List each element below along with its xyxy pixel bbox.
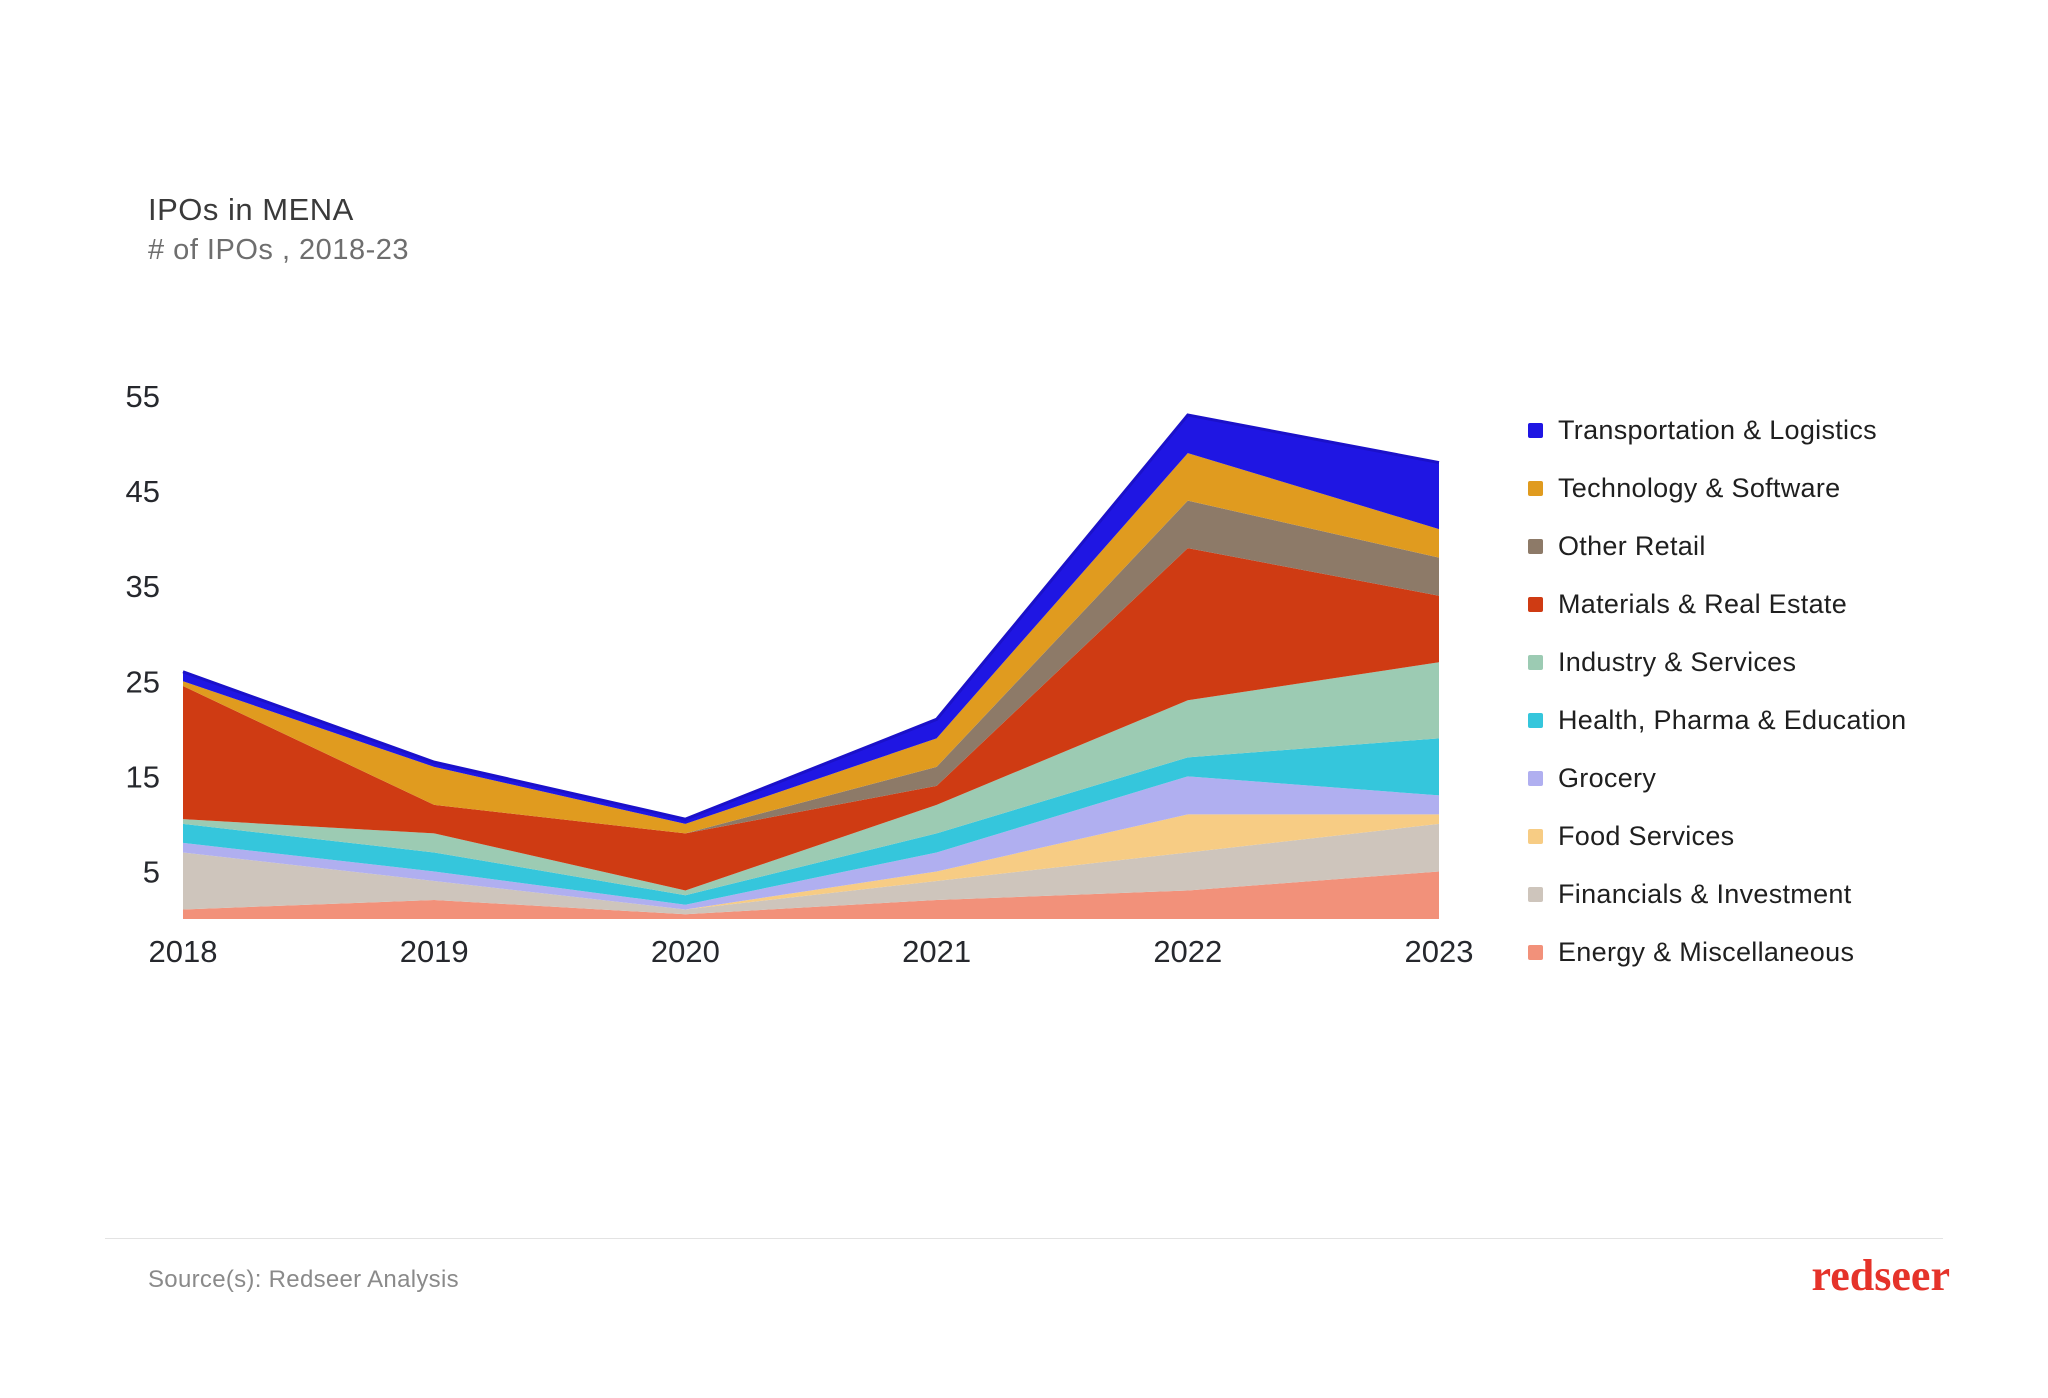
y-tick-label: 5 bbox=[143, 854, 160, 889]
legend-item: Financials & Investment bbox=[1528, 865, 1907, 923]
chart-legend: Transportation & Logistics Technology & S… bbox=[1528, 401, 1907, 981]
legend-item: Health, Pharma & Education bbox=[1528, 691, 1907, 749]
legend-item: Energy & Miscellaneous bbox=[1528, 923, 1907, 981]
x-axis-label: 2021 bbox=[902, 934, 971, 969]
chart-subtitle: # of IPOs , 2018-23 bbox=[148, 234, 409, 266]
legend-item: Food Services bbox=[1528, 807, 1907, 865]
area-band-financials-investment bbox=[183, 823, 1439, 915]
legend-label: Industry & Services bbox=[1558, 646, 1797, 677]
legend-label: Technology & Software bbox=[1558, 472, 1841, 503]
legend-label: Energy & Miscellaneous bbox=[1558, 936, 1855, 967]
legend-label: Other Retail bbox=[1558, 530, 1706, 561]
legend-label: Health, Pharma & Education bbox=[1558, 704, 1907, 735]
x-axis-label: 2018 bbox=[149, 934, 218, 969]
legend-swatch-icon bbox=[1528, 944, 1543, 960]
y-tick-label: 25 bbox=[126, 664, 160, 699]
source-text: Source(s): Redseer Analysis bbox=[148, 1266, 459, 1293]
legend-swatch-icon bbox=[1528, 480, 1543, 496]
legend-item: Materials & Real Estate bbox=[1528, 575, 1907, 633]
area-band-industry-services bbox=[183, 662, 1439, 896]
legend-swatch-icon bbox=[1528, 538, 1543, 554]
area-band-grocery bbox=[183, 776, 1439, 910]
legend-label: Grocery bbox=[1558, 762, 1657, 793]
x-axis-label: 2022 bbox=[1153, 934, 1222, 969]
stack-top-line bbox=[182, 413, 1440, 821]
area-band-technology-software bbox=[183, 453, 1439, 834]
legend-item: Industry & Services bbox=[1528, 633, 1907, 691]
area-band-energy-miscellaneous bbox=[183, 871, 1439, 919]
legend-item: Transportation & Logistics bbox=[1528, 401, 1907, 459]
legend-swatch-icon bbox=[1528, 770, 1543, 786]
legend-label: Food Services bbox=[1558, 820, 1735, 851]
legend-swatch-icon bbox=[1528, 828, 1543, 844]
chart-title: IPOs in MENA bbox=[148, 192, 354, 227]
x-axis-label: 2020 bbox=[651, 934, 720, 969]
area-band-materials-real-estate bbox=[183, 548, 1439, 891]
footer-divider bbox=[105, 1238, 1943, 1239]
legend-swatch-icon bbox=[1528, 712, 1543, 728]
y-tick-label: 45 bbox=[126, 474, 160, 509]
legend-swatch-icon bbox=[1528, 654, 1543, 670]
redseer-logo: redseer bbox=[1811, 1251, 1950, 1300]
legend-item: Grocery bbox=[1528, 749, 1907, 807]
legend-label: Materials & Real Estate bbox=[1558, 588, 1848, 619]
legend-swatch-icon bbox=[1528, 596, 1543, 612]
legend-item: Technology & Software bbox=[1528, 459, 1907, 517]
area-band-transportation-logistics bbox=[183, 415, 1439, 824]
y-tick-label: 15 bbox=[126, 759, 160, 794]
area-band-health-pharma-education bbox=[183, 738, 1439, 905]
area-band-other-retail bbox=[183, 500, 1439, 834]
legend-item: Other Retail bbox=[1528, 517, 1907, 575]
y-tick-label: 55 bbox=[126, 379, 160, 414]
area-band-food-services bbox=[183, 814, 1439, 910]
legend-label: Financials & Investment bbox=[1558, 878, 1852, 909]
x-axis-label: 2023 bbox=[1405, 934, 1474, 969]
x-axis-label: 2019 bbox=[400, 934, 469, 969]
legend-swatch-icon bbox=[1528, 422, 1543, 438]
y-tick-label: 35 bbox=[126, 569, 160, 604]
legend-label: Transportation & Logistics bbox=[1558, 414, 1877, 445]
legend-swatch-icon bbox=[1528, 886, 1543, 902]
